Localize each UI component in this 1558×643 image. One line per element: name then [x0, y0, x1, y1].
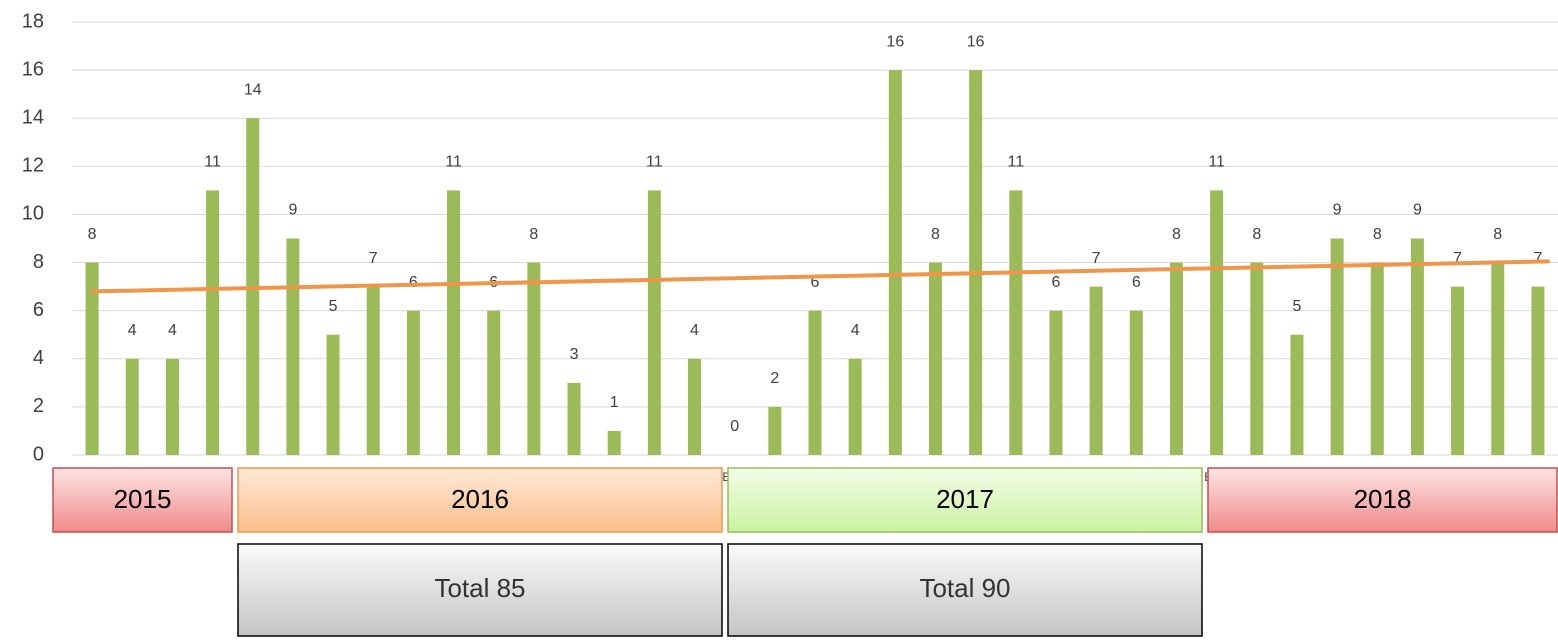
total-label: Total 90 — [919, 573, 1010, 603]
value-label: 8 — [88, 226, 97, 243]
value-label: 11 — [445, 154, 462, 171]
bar — [969, 70, 983, 455]
bar — [688, 358, 702, 455]
value-label: 1 — [610, 394, 619, 411]
bar — [1370, 262, 1384, 455]
bar — [1451, 286, 1465, 455]
value-label: 11 — [646, 154, 663, 171]
bar — [286, 238, 300, 455]
bar — [1049, 310, 1063, 455]
bar — [607, 430, 621, 455]
bar — [1290, 334, 1304, 455]
bar — [1250, 262, 1264, 455]
y-tick-label: 14 — [22, 107, 44, 129]
value-label: 6 — [1132, 274, 1141, 291]
bar — [567, 382, 581, 455]
year-box — [727, 467, 1203, 533]
bar — [1531, 286, 1545, 455]
total-box — [237, 543, 723, 637]
bar — [848, 358, 862, 455]
bar — [366, 286, 380, 455]
bar — [85, 262, 99, 455]
bar — [1491, 262, 1505, 455]
year-label: 2017 — [936, 484, 994, 514]
value-label: 9 — [1413, 202, 1422, 219]
bar — [206, 190, 220, 455]
y-tick-label: 8 — [33, 251, 44, 273]
value-label: 7 — [1453, 250, 1462, 267]
value-label: 4 — [168, 322, 177, 339]
bar — [326, 334, 340, 455]
bar — [808, 310, 822, 455]
value-label: 7 — [369, 250, 378, 267]
trend-line — [90, 259, 1550, 294]
bar — [165, 358, 179, 455]
bar — [125, 358, 139, 455]
year-box — [52, 467, 233, 533]
value-label: 9 — [288, 202, 297, 219]
value-label: 16 — [967, 33, 985, 50]
value-label: 11 — [204, 154, 221, 171]
bar — [1129, 310, 1143, 455]
bar — [487, 310, 501, 455]
y-tick-label: 18 — [22, 10, 44, 32]
value-label: 2 — [770, 370, 779, 387]
value-label: 11 — [1008, 154, 1025, 171]
y-tick-label: 0 — [33, 443, 44, 465]
value-label: 7 — [1092, 250, 1101, 267]
y-tick-label: 4 — [33, 347, 44, 369]
bar — [1410, 238, 1424, 455]
value-label: 6 — [811, 274, 820, 291]
bar — [1210, 190, 1224, 455]
y-tick-label: 6 — [33, 299, 44, 321]
bar — [647, 190, 661, 455]
value-label: 8 — [529, 226, 538, 243]
value-label: 11 — [1208, 154, 1225, 171]
bar — [447, 190, 461, 455]
value-label: 5 — [329, 298, 338, 315]
total-label: Total 85 — [434, 573, 525, 603]
bar — [527, 262, 541, 455]
year-label: 2016 — [451, 484, 509, 514]
total-box — [727, 543, 1203, 637]
value-label: 0 — [730, 418, 739, 435]
value-label: 8 — [931, 226, 940, 243]
value-label: 8 — [1373, 226, 1382, 243]
bar — [1009, 190, 1023, 455]
value-label: 9 — [1333, 202, 1342, 219]
value-label: 4 — [128, 322, 137, 339]
value-label: 6 — [409, 274, 418, 291]
value-label: 8 — [1252, 226, 1261, 243]
bar — [1169, 262, 1183, 455]
bar — [928, 262, 942, 455]
value-label: 8 — [1493, 226, 1502, 243]
y-tick-label: 2 — [33, 395, 44, 417]
bar — [768, 406, 782, 455]
bar — [406, 310, 420, 455]
bar — [1089, 286, 1103, 455]
value-label: 4 — [851, 322, 860, 339]
value-label: 7 — [1533, 250, 1542, 267]
bar — [1330, 238, 1344, 455]
value-label: 16 — [886, 33, 904, 50]
y-tick-label: 12 — [22, 155, 44, 177]
value-label: 14 — [244, 81, 262, 98]
value-label: 3 — [570, 346, 579, 363]
y-tick-label: 10 — [22, 203, 44, 225]
year-label: 2018 — [1354, 484, 1412, 514]
year-label: 2015 — [114, 484, 172, 514]
bar — [888, 70, 902, 455]
year-box — [1207, 467, 1558, 533]
year-box — [237, 467, 723, 533]
value-label: 8 — [1172, 226, 1181, 243]
value-label: 5 — [1292, 298, 1301, 315]
value-label: 6 — [1052, 274, 1061, 291]
y-tick-label: 16 — [22, 58, 44, 80]
value-label: 4 — [690, 322, 699, 339]
